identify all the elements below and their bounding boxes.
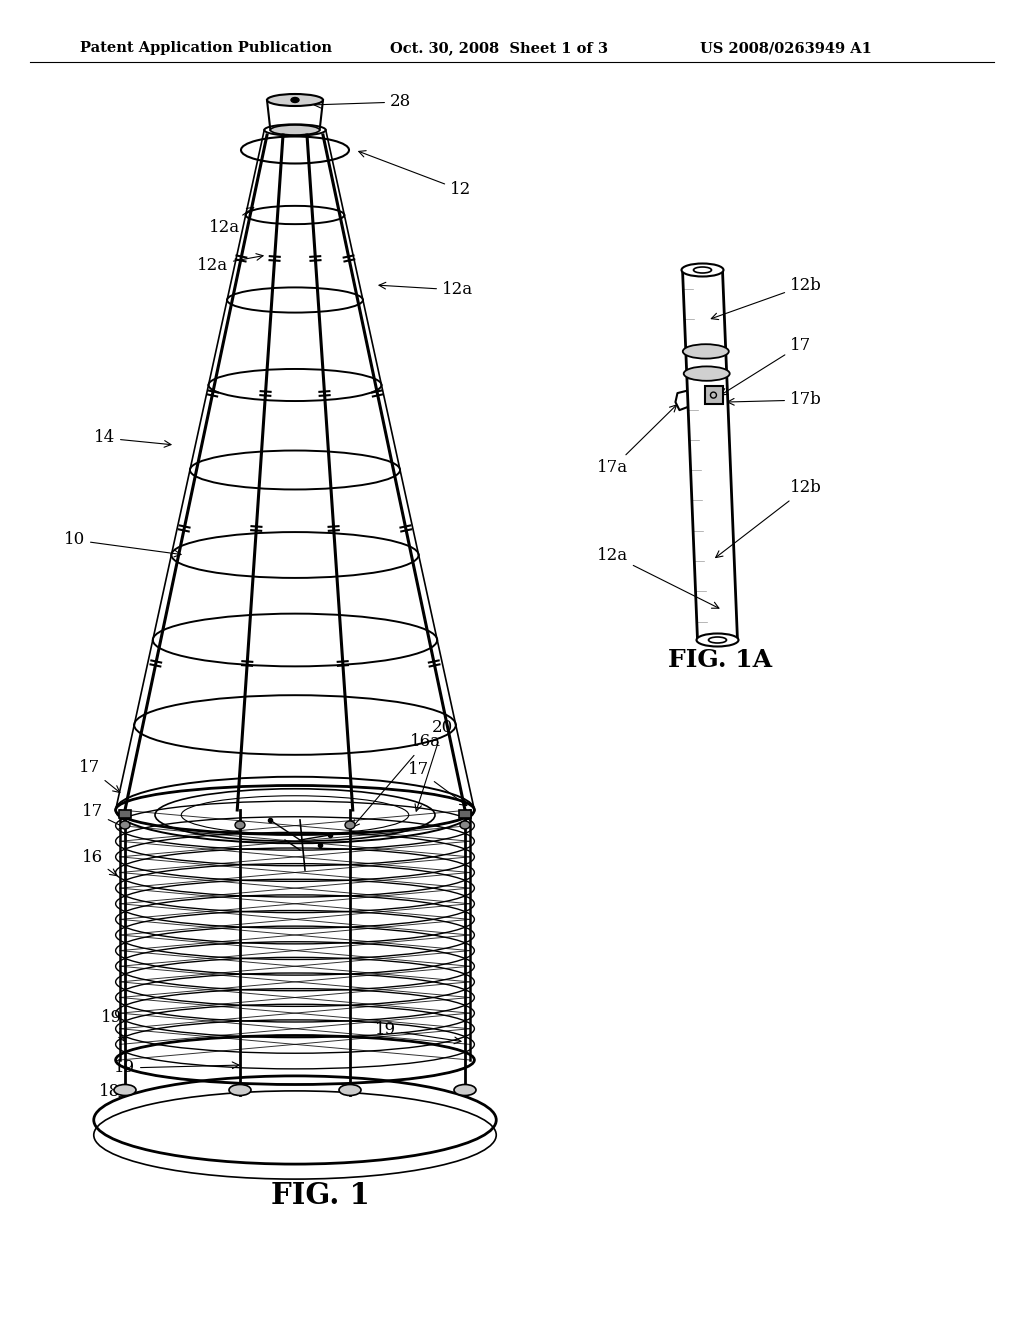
Text: FIG. 1A: FIG. 1A — [668, 648, 772, 672]
Text: 19: 19 — [114, 1060, 239, 1077]
Ellipse shape — [229, 1085, 251, 1096]
Text: 17: 17 — [721, 337, 811, 395]
Ellipse shape — [291, 98, 299, 103]
Text: 19: 19 — [375, 1022, 461, 1044]
Bar — [459, 810, 471, 818]
Text: 19: 19 — [101, 1010, 125, 1041]
Text: 20: 20 — [415, 719, 454, 812]
Text: US 2008/0263949 A1: US 2008/0263949 A1 — [700, 41, 871, 55]
Ellipse shape — [454, 1085, 476, 1096]
Text: 12a: 12a — [197, 253, 263, 273]
Ellipse shape — [460, 821, 470, 829]
Text: 16: 16 — [82, 850, 117, 875]
Bar — [119, 810, 131, 818]
Text: 12a: 12a — [597, 546, 719, 609]
Text: 17: 17 — [82, 804, 126, 829]
Text: 17: 17 — [79, 759, 120, 792]
Text: 12a: 12a — [209, 207, 254, 236]
Text: 12: 12 — [358, 150, 471, 198]
Text: FIG. 1: FIG. 1 — [270, 1180, 370, 1209]
Text: Patent Application Publication: Patent Application Publication — [80, 41, 332, 55]
Ellipse shape — [114, 1085, 136, 1096]
Ellipse shape — [270, 125, 319, 135]
Text: 17a: 17a — [597, 405, 677, 477]
Ellipse shape — [682, 264, 724, 276]
Ellipse shape — [234, 821, 245, 829]
Text: 18: 18 — [98, 1084, 126, 1101]
Ellipse shape — [339, 1085, 361, 1096]
Text: Oct. 30, 2008  Sheet 1 of 3: Oct. 30, 2008 Sheet 1 of 3 — [390, 41, 608, 55]
Text: 12a: 12a — [379, 281, 473, 298]
FancyBboxPatch shape — [706, 385, 723, 404]
Text: 12b: 12b — [716, 479, 822, 557]
Ellipse shape — [683, 345, 729, 359]
Text: 12b: 12b — [712, 276, 822, 319]
Text: 17: 17 — [408, 762, 467, 805]
Text: 28: 28 — [314, 94, 412, 111]
Text: 10: 10 — [63, 532, 181, 557]
Ellipse shape — [696, 634, 738, 647]
Ellipse shape — [120, 821, 130, 829]
Ellipse shape — [267, 94, 323, 106]
Text: 16a: 16a — [352, 734, 441, 826]
Text: 14: 14 — [94, 429, 171, 447]
Text: 17b: 17b — [727, 392, 822, 408]
Ellipse shape — [684, 367, 730, 380]
Ellipse shape — [345, 821, 355, 829]
